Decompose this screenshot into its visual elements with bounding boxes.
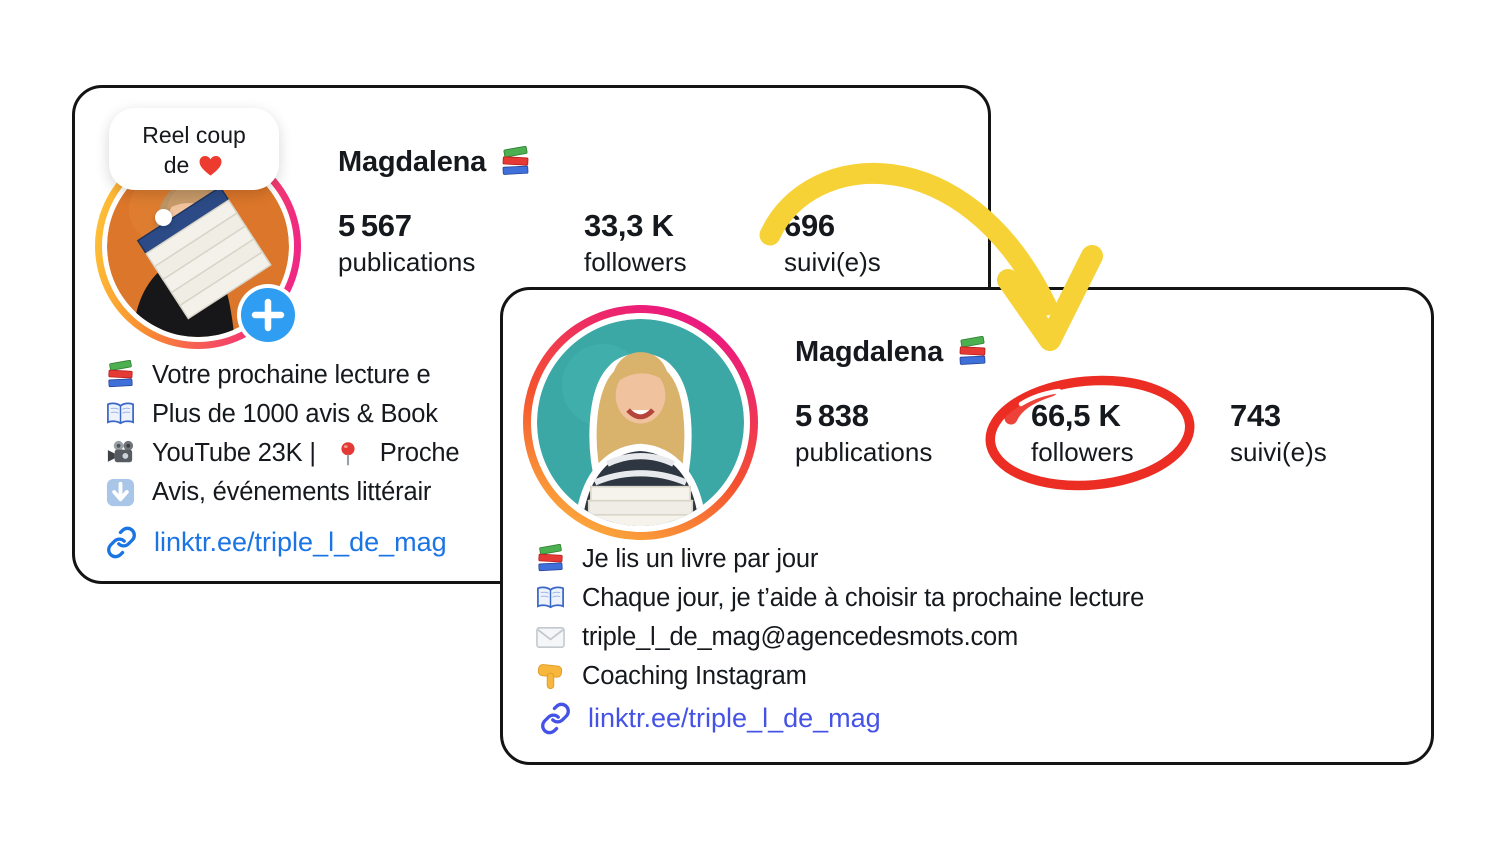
bio-line: Je lis un livre par jour [535,540,1144,579]
bio-text: triple_l_de_mag@agencedesmots.com [582,623,1019,651]
bio-section: Votre prochaine lecture e Plus de 1000 a… [105,356,460,512]
stat-label: publications [338,247,476,277]
reel-badge: Reel coup de [109,108,279,190]
bio-line: Plus de 1000 avis & Book [105,395,459,434]
stat-following: 696 suivi(e)s [784,208,881,278]
books-stack-icon [959,336,986,365]
envelope-icon [536,627,565,648]
profile-name: Magdalena [795,336,944,368]
stat-value: 743 [1230,398,1281,433]
bio-line: Coaching Instagram [535,657,1144,696]
bio-line: Chaque jour, je t’aide à choisir ta proc… [535,579,1144,618]
bio-text: Coaching Instagram [582,662,807,690]
bio-line: Avis, événements littérair [105,473,459,512]
stat-label: suivi(e)s [784,247,881,277]
plus-icon [251,298,285,332]
stat-label: followers [1031,437,1134,467]
stat-value: 5 838 [795,398,869,433]
stat-publications: 5 838 publications [795,398,932,468]
bio-text: YouTube 23K | [152,439,316,467]
stat-publications: 5 567 publications [338,208,475,278]
round-pushpin-icon [341,441,355,466]
stat-label: followers [584,247,687,277]
profile-card-after: Magdalena 5 838 publications 66,5 K foll… [500,287,1434,765]
stat-value: 66,5 K [1031,398,1121,433]
stat-label: suivi(e)s [1230,437,1327,467]
stat-value: 696 [784,208,835,243]
movie-camera-icon [107,440,134,463]
bio-text: Votre prochaine lecture e [152,361,431,389]
bio-text: Plus de 1000 avis & Book [152,400,438,428]
books-stack-icon [108,360,133,388]
bio-line: Votre prochaine lecture e [105,356,459,395]
bio-text: Chaque jour, je t’aide à choisir ta proc… [582,584,1145,612]
stat-value: 5 567 [338,208,412,243]
link-icon [541,702,570,735]
new-story-plus-button[interactable] [241,288,295,342]
bio-section: Je lis un livre par jour Chaque jour, je… [535,540,1144,696]
bio-text: Avis, événements littérair [152,478,432,506]
profile-name: Magdalena [338,146,487,178]
story-ring-after[interactable] [523,305,758,540]
reel-badge-line2: de [163,152,190,178]
open-book-icon [537,586,564,609]
stat-following: 743 suivi(e)s [1230,398,1327,468]
reel-badge-line1: Reel coup [142,122,246,148]
bio-text: Je lis un livre par jour [582,545,819,573]
stat-followers: 33,3 K followers [584,208,687,278]
bio-line: triple_l_de_mag@agencedesmots.com [535,618,1144,657]
bio-link[interactable]: linktr.ee/triple_l_de_mag [539,702,881,735]
reel-badge-tail [155,209,172,226]
stat-label: publications [795,437,933,467]
books-stack-icon [502,146,529,175]
profile-avatar-after[interactable] [537,319,744,526]
stat-value: 33,3 K [584,208,674,243]
stat-followers-highlighted: 66,5 K followers [1031,398,1134,468]
bio-link[interactable]: linktr.ee/triple_l_de_mag [105,526,447,559]
link-text[interactable]: linktr.ee/triple_l_de_mag [154,527,447,557]
bio-line: YouTube 23K | Proche [105,434,460,473]
red-heart-icon [199,155,222,176]
open-book-icon [107,402,134,425]
link-icon [107,526,136,559]
link-text[interactable]: linktr.ee/triple_l_de_mag [588,703,881,733]
pointing-down-icon [537,664,563,690]
bio-text: Proche [379,439,460,467]
books-stack-icon [538,544,563,572]
down-arrow-icon [106,478,135,507]
